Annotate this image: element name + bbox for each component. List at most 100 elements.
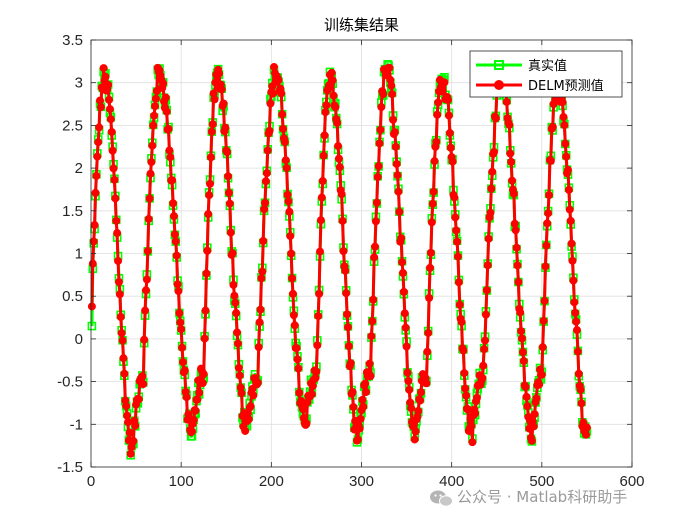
delm-predictions-point [210,95,219,104]
delm-predictions-point [391,142,400,151]
delm-predictions-point [543,219,552,228]
legend-item-true-values: 真实值 [476,58,567,74]
x-tick-label: 400 [439,473,464,490]
delm-predictions-point [140,335,149,344]
delm-predictions-point [206,153,215,162]
delm-predictions-point [161,93,170,102]
delm-predictions-point [514,277,523,286]
delm-predictions-point [349,403,358,412]
delm-predictions-point [423,347,432,356]
delm-predictions-point [490,147,499,156]
delm-predictions-point [129,436,138,445]
delm-predictions-point [538,343,547,352]
delm-predictions-point [235,371,244,380]
delm-predictions-point [203,246,212,255]
delm-predictions-point [430,157,439,166]
delm-predictions-point [108,146,117,155]
delm-predictions-point [426,248,435,257]
delm-predictions-point [561,139,570,148]
delm-predictions-point [280,138,289,147]
delm-predictions-point [193,395,202,404]
delm-predictions-point [393,171,402,180]
delm-predictions-point [96,103,105,112]
delm-predictions-point [109,164,118,173]
delm-predictions-point [335,163,344,172]
delm-predictions-point [568,256,577,265]
delm-predictions-point [359,402,368,411]
delm-predictions-point [403,368,412,377]
delm-predictions-point [544,209,553,218]
delm-predictions-point [471,409,480,418]
delm-predictions-point [564,185,573,194]
delm-predictions-point [389,115,398,124]
delm-predictions-point [516,308,525,317]
delm-predictions-point [371,217,380,226]
delm-predictions-point [282,163,291,172]
delm-predictions-point [170,230,179,239]
delm-predictions-point [169,212,178,221]
delm-predictions-point [433,110,442,119]
delm-predictions-point [432,137,441,146]
delm-predictions-point [377,103,386,112]
delm-predictions-point [462,391,471,400]
delm-predictions-point [94,138,103,147]
delm-predictions-point [537,370,546,379]
delm-predictions-point [319,151,328,160]
delm-predictions-point [344,342,353,351]
delm-predictions-point [147,158,156,167]
delm-predictions-point [545,191,554,200]
y-tick-label: 3 [75,75,83,92]
y-tick-label: 2 [75,160,83,177]
delm-predictions-point [478,373,487,382]
delm-predictions-point [166,153,175,162]
delm-predictions-point [438,87,447,96]
delm-predictions-point [457,317,466,326]
delm-predictions-point [460,369,469,378]
delm-predictions-point [375,139,384,148]
delm-predictions-point [151,102,160,111]
delm-predictions-point [244,415,253,424]
delm-predictions-point [481,310,490,319]
delm-predictions-point [322,101,331,110]
delm-predictions-point [327,68,336,77]
legend-marker-circle [494,80,504,90]
delm-predictions-point [114,278,123,287]
delm-predictions-point [371,242,380,251]
delm-predictions-point [522,392,531,401]
delm-predictions-point [134,395,143,404]
delm-predictions-point [397,234,406,243]
delm-predictions-point [321,108,330,117]
delm-predictions-point [574,369,583,378]
delm-predictions-point [328,76,337,85]
delm-predictions-point [285,207,294,216]
x-tick-label: 0 [87,473,95,490]
delm-predictions-point [459,346,468,355]
delm-predictions-point [105,95,114,104]
delm-predictions-point [532,394,541,403]
delm-predictions-point [331,103,340,112]
delm-predictions-point [246,402,255,411]
delm-predictions-point [287,249,296,258]
delm-predictions-point [445,129,454,138]
delm-predictions-point [482,286,491,295]
delm-predictions-point [446,143,455,152]
delm-predictions-point [511,226,520,235]
delm-predictions-point [169,199,178,208]
delm-predictions-point [120,369,129,378]
delm-predictions-point [165,146,174,155]
delm-predictions-point [567,239,576,248]
delm-predictions-point [582,423,591,432]
delm-predictions-point [265,126,274,135]
delm-predictions-point [295,388,304,397]
delm-predictions-point [512,243,521,252]
delm-predictions-point [530,410,539,419]
x-tick-label: 100 [169,473,194,490]
delm-predictions-point [315,289,324,298]
delm-predictions-point [288,289,297,298]
delm-predictions-point [302,419,311,428]
delm-predictions-point [232,309,241,318]
delm-predictions-point [343,310,352,319]
delm-predictions-point [410,435,419,444]
delm-predictions-point [566,216,575,225]
